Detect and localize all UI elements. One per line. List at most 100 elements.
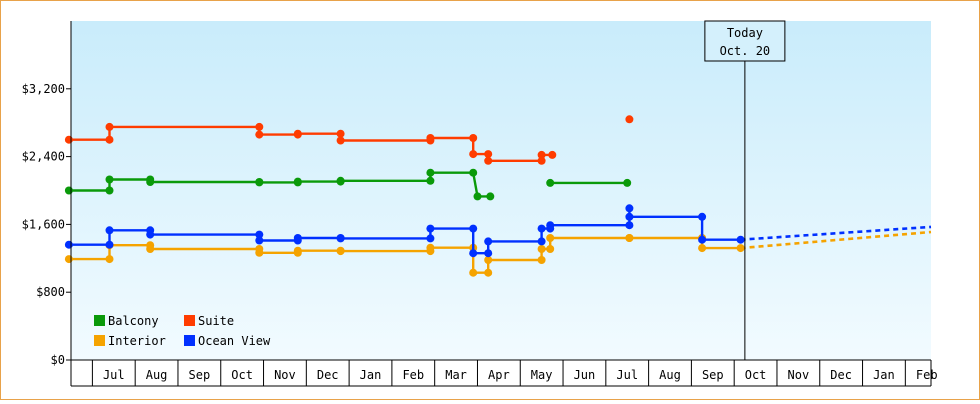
data-point	[698, 235, 707, 244]
data-point	[293, 177, 302, 186]
data-point	[469, 150, 478, 159]
data-point	[146, 178, 155, 186]
data-point	[426, 176, 435, 185]
data-point	[546, 221, 555, 230]
data-point	[546, 178, 555, 187]
legend-swatch	[184, 315, 195, 326]
x-tick-label: Sep	[189, 368, 211, 382]
x-tick-label: Oct	[231, 368, 253, 382]
x-tick-label: Oct	[745, 368, 767, 382]
data-point	[486, 192, 495, 201]
x-tick-label: Aug	[146, 368, 168, 382]
legend-label: Suite	[198, 314, 234, 328]
x-tick-label: Apr	[488, 368, 510, 382]
x-tick-label: May	[531, 368, 553, 382]
today-date: Oct. 20	[720, 44, 771, 58]
legend-swatch	[184, 335, 195, 346]
data-point	[625, 221, 634, 230]
data-point	[537, 245, 546, 253]
data-point	[293, 246, 302, 255]
today-label: Today	[727, 26, 763, 40]
forecast-line	[740, 225, 932, 241]
data-point	[336, 176, 345, 185]
data-point	[426, 134, 435, 142]
data-point	[426, 168, 435, 177]
y-tick-label: $800	[36, 285, 65, 299]
data-point	[546, 245, 555, 253]
data-point	[484, 156, 493, 165]
legend-swatch	[94, 335, 105, 346]
data-point	[537, 156, 546, 165]
today-label-box	[704, 20, 786, 62]
data-point	[426, 243, 435, 252]
data-point	[146, 230, 155, 239]
data-point	[146, 245, 155, 253]
y-tick-label: $2,400	[22, 150, 65, 164]
data-point	[64, 135, 73, 144]
data-point	[426, 224, 435, 233]
x-tick-label: Jan	[360, 368, 382, 382]
data-point	[336, 234, 345, 243]
data-point	[537, 256, 546, 264]
data-point	[537, 224, 546, 233]
x-tick-label: Jun	[574, 368, 596, 382]
x-tick-label: Jul	[616, 368, 638, 382]
series-suite	[64, 115, 634, 165]
legend-label: Balcony	[108, 314, 159, 328]
data-point	[625, 204, 634, 213]
data-point	[469, 168, 478, 177]
data-point	[625, 115, 634, 124]
data-point	[255, 130, 264, 139]
data-point	[537, 150, 546, 159]
data-point	[64, 255, 73, 264]
data-point	[469, 134, 478, 142]
data-point	[469, 224, 478, 233]
data-point	[105, 175, 114, 184]
series-balcony	[64, 168, 632, 201]
legend-label: Ocean View	[198, 334, 271, 348]
data-point	[473, 192, 482, 201]
series-ocean-view	[64, 204, 745, 258]
x-tick-label: Dec	[830, 368, 852, 382]
data-point	[255, 248, 264, 257]
data-point	[105, 255, 114, 264]
x-tick-label: Nov	[274, 368, 296, 382]
plot-area	[71, 21, 931, 360]
data-point	[484, 249, 493, 258]
data-point	[336, 129, 345, 138]
data-point	[484, 256, 493, 264]
data-point	[105, 240, 114, 249]
data-point	[105, 226, 114, 235]
data-point	[484, 150, 493, 159]
data-point	[293, 234, 302, 242]
x-tick-label: Sep	[702, 368, 724, 382]
data-point	[426, 234, 435, 243]
data-point	[537, 237, 546, 246]
legend-swatch	[94, 315, 105, 326]
data-point	[623, 178, 632, 187]
x-tick-label: Jan	[873, 368, 895, 382]
x-tick-label: Dec	[317, 368, 339, 382]
x-tick-label: Mar	[445, 368, 467, 382]
x-tick-label: Feb	[916, 368, 938, 382]
x-tick-label: Aug	[659, 368, 681, 382]
legend-label: Interior	[108, 334, 166, 348]
data-point	[255, 122, 264, 131]
data-point	[546, 234, 555, 242]
forecast-line	[740, 230, 932, 250]
data-point	[548, 150, 557, 159]
x-tick-label: Jul	[103, 368, 125, 382]
y-tick-label: $0	[51, 353, 65, 367]
data-point	[105, 122, 114, 131]
data-point	[698, 212, 707, 221]
data-point	[255, 178, 264, 187]
y-tick-label: $1,600	[22, 217, 65, 231]
data-point	[293, 129, 302, 138]
data-point	[625, 234, 634, 242]
data-point	[255, 236, 264, 245]
y-tick-label: $3,200	[22, 82, 65, 96]
data-point	[105, 135, 114, 144]
data-point	[105, 186, 114, 195]
